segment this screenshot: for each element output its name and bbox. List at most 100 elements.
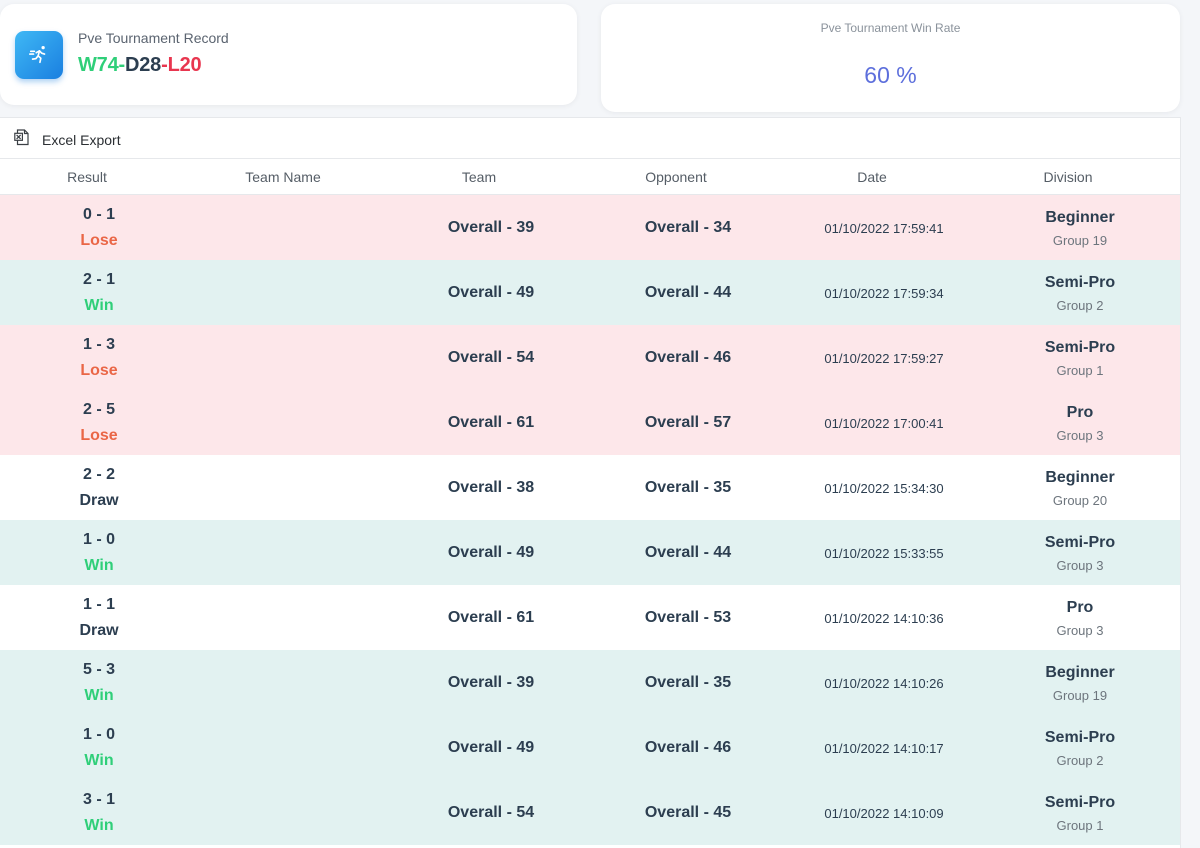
table-toolbar: Excel Export (0, 118, 1180, 159)
match-date: 01/10/2022 17:59:34 (824, 286, 944, 301)
division-name: Beginner (1045, 469, 1115, 486)
result-outcome: Draw (79, 492, 119, 509)
match-date: 01/10/2022 17:00:41 (824, 416, 944, 431)
header-division[interactable]: Division (1043, 169, 1093, 185)
table-header: Result Team Name Team Opponent Date Divi… (0, 159, 1180, 195)
division-name: Semi-Pro (1044, 794, 1116, 811)
result-score: 1 - 3 (82, 336, 115, 353)
result-outcome: Win (84, 817, 114, 834)
result-outcome: Lose (80, 427, 118, 444)
opponent-overall: Overall - 35 (644, 479, 732, 496)
division-name: Pro (1066, 404, 1094, 421)
result-score: 2 - 1 (82, 271, 115, 288)
record-separator: - (118, 54, 126, 76)
record-draws: D28 (125, 54, 162, 76)
team-overall: Overall - 61 (447, 609, 535, 626)
division-group: Group 2 (1056, 753, 1104, 768)
match-date: 01/10/2022 14:10:09 (824, 806, 944, 821)
match-date: 01/10/2022 14:10:17 (824, 741, 944, 756)
division-name: Semi-Pro (1044, 729, 1116, 746)
running-person-icon (15, 31, 63, 79)
table-row[interactable]: 0 - 1 Lose Overall - 39 Overall - 34 01/… (0, 195, 1180, 260)
header-team-name[interactable]: Team Name (245, 169, 321, 185)
result-outcome: Win (84, 687, 114, 704)
table-row[interactable]: 3 - 1 Win Overall - 54 Overall - 45 01/1… (0, 780, 1180, 845)
division-group: Group 2 (1056, 298, 1104, 313)
opponent-overall: Overall - 45 (644, 804, 732, 821)
record-value: W74-D28-L20 (78, 54, 202, 77)
header-opponent[interactable]: Opponent (645, 169, 707, 185)
team-overall: Overall - 49 (447, 739, 535, 756)
excel-icon (14, 129, 30, 151)
result-score: 2 - 2 (82, 466, 115, 483)
result-score: 2 - 5 (82, 401, 115, 418)
team-overall: Overall - 39 (447, 219, 535, 236)
win-rate-card: Pve Tournament Win Rate 60 % (601, 4, 1180, 112)
table-row[interactable]: 1 - 0 Win Overall - 49 Overall - 44 01/1… (0, 520, 1180, 585)
result-outcome: Lose (80, 362, 118, 379)
division-group: Group 1 (1056, 818, 1104, 833)
result-outcome: Lose (80, 232, 118, 249)
result-score: 1 - 0 (82, 531, 115, 548)
opponent-overall: Overall - 53 (644, 609, 732, 626)
division-group: Group 1 (1056, 363, 1104, 378)
result-outcome: Win (84, 557, 114, 574)
table-row[interactable]: 1 - 0 Win Overall - 49 Overall - 46 01/1… (0, 715, 1180, 780)
excel-export-label: Excel Export (42, 132, 121, 148)
result-outcome: Draw (79, 622, 119, 639)
team-overall: Overall - 54 (447, 804, 535, 821)
division-group: Group 20 (1052, 493, 1108, 508)
result-score: 5 - 3 (82, 661, 115, 678)
match-date: 01/10/2022 15:34:30 (824, 481, 944, 496)
division-group: Group 3 (1056, 428, 1104, 443)
match-date: 01/10/2022 14:10:36 (824, 611, 944, 626)
team-overall: Overall - 49 (447, 284, 535, 301)
opponent-overall: Overall - 35 (644, 674, 732, 691)
record-title: Pve Tournament Record (78, 30, 229, 46)
result-score: 1 - 1 (82, 596, 115, 613)
match-date: 01/10/2022 17:59:27 (824, 351, 944, 366)
tournament-record-card: Pve Tournament Record W74-D28-L20 (0, 4, 577, 105)
record-losses: L20 (167, 54, 202, 76)
team-overall: Overall - 54 (447, 349, 535, 366)
match-date: 01/10/2022 17:59:41 (824, 221, 944, 236)
opponent-overall: Overall - 44 (644, 284, 732, 301)
division-name: Semi-Pro (1044, 339, 1116, 356)
division-name: Semi-Pro (1044, 274, 1116, 291)
division-group: Group 19 (1052, 233, 1108, 248)
result-outcome: Win (84, 752, 114, 769)
match-date: 01/10/2022 15:33:55 (824, 546, 944, 561)
division-group: Group 3 (1056, 623, 1104, 638)
opponent-overall: Overall - 44 (644, 544, 732, 561)
result-score: 1 - 0 (82, 726, 115, 743)
division-name: Beginner (1045, 664, 1115, 681)
table-row[interactable]: 2 - 5 Lose Overall - 61 Overall - 57 01/… (0, 390, 1180, 455)
table-row[interactable]: 2 - 1 Win Overall - 49 Overall - 44 01/1… (0, 260, 1180, 325)
record-separator: - (161, 54, 168, 76)
table-row[interactable]: 2 - 2 Draw Overall - 38 Overall - 35 01/… (0, 455, 1180, 520)
division-name: Semi-Pro (1044, 534, 1116, 551)
opponent-overall: Overall - 46 (644, 739, 732, 756)
team-overall: Overall - 61 (447, 414, 535, 431)
division-group: Group 3 (1056, 558, 1104, 573)
record-wins: W74 (78, 54, 119, 76)
header-date[interactable]: Date (857, 169, 887, 185)
match-date: 01/10/2022 14:10:26 (824, 676, 944, 691)
excel-export-button[interactable]: Excel Export (14, 129, 121, 151)
division-name: Beginner (1045, 209, 1115, 226)
table-row[interactable]: 1 - 3 Lose Overall - 54 Overall - 46 01/… (0, 325, 1180, 390)
header-result[interactable]: Result (67, 169, 107, 185)
result-outcome: Win (84, 297, 114, 314)
team-overall: Overall - 49 (447, 544, 535, 561)
header-team[interactable]: Team (461, 169, 497, 185)
results-table-panel: Excel Export Result Team Name Team Oppon… (0, 117, 1181, 848)
team-overall: Overall - 38 (447, 479, 535, 496)
result-score: 3 - 1 (82, 791, 115, 808)
team-overall: Overall - 39 (447, 674, 535, 691)
win-rate-title: Pve Tournament Win Rate (820, 21, 961, 35)
result-score: 0 - 1 (82, 206, 115, 223)
opponent-overall: Overall - 57 (644, 414, 732, 431)
table-row[interactable]: 1 - 1 Draw Overall - 61 Overall - 53 01/… (0, 585, 1180, 650)
opponent-overall: Overall - 34 (644, 219, 732, 236)
table-row[interactable]: 5 - 3 Win Overall - 39 Overall - 35 01/1… (0, 650, 1180, 715)
